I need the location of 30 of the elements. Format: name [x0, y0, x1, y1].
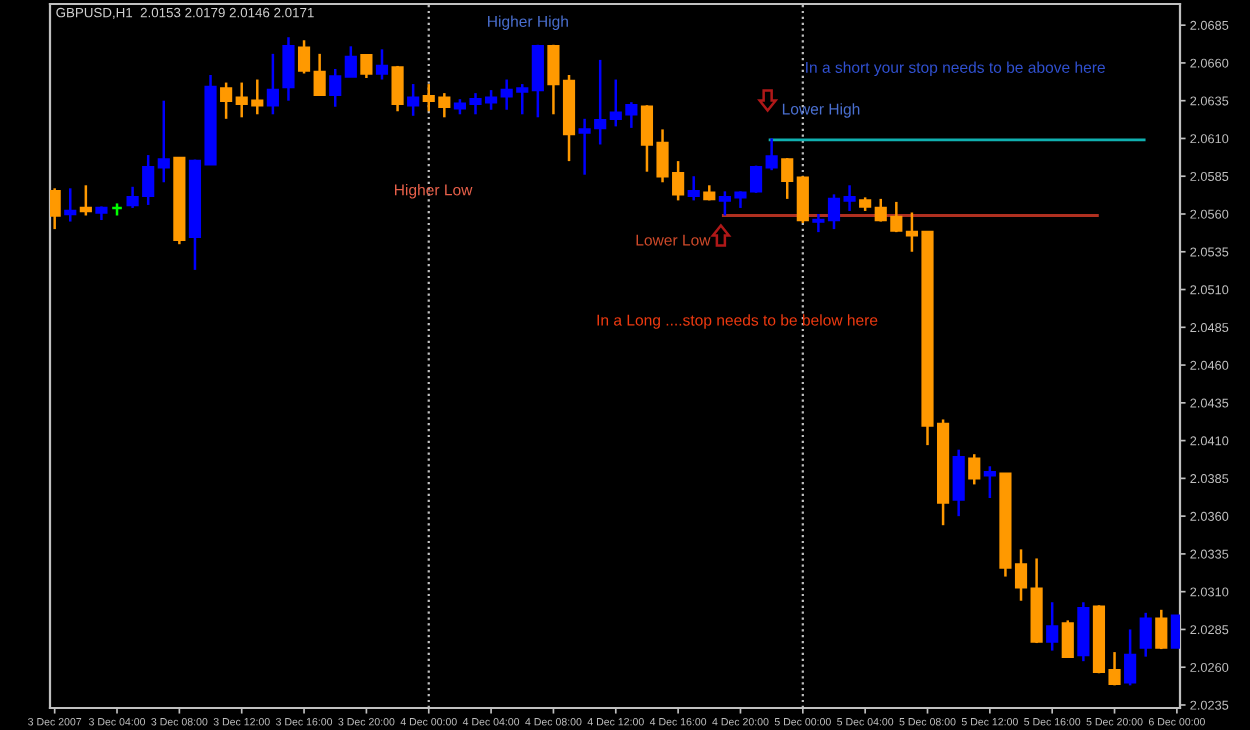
- candlestick: [687, 174, 700, 202]
- candlestick: [1124, 628, 1137, 687]
- candlestick: [220, 81, 233, 121]
- candlestick: [968, 452, 981, 486]
- candlestick: [391, 64, 404, 113]
- candlestick: [531, 43, 544, 119]
- candlestick: [360, 54, 373, 80]
- candlestick: [329, 67, 342, 108]
- candlestick: [375, 48, 389, 81]
- candlestick: [1155, 608, 1168, 651]
- candlestick: [1077, 601, 1090, 663]
- candlestick: [765, 137, 778, 172]
- candlestick: [952, 448, 965, 518]
- candlestick: [796, 174, 809, 225]
- candlestick: [282, 35, 295, 102]
- candlestick: [79, 184, 92, 217]
- candlestick: [297, 39, 311, 75]
- candlestick: [313, 52, 326, 96]
- candlestick: [983, 465, 996, 500]
- candlestick: [1046, 601, 1059, 652]
- candlestick: [781, 156, 794, 201]
- candlestick: [64, 187, 77, 223]
- candlestick: [1139, 611, 1152, 658]
- candlestick: [407, 82, 420, 118]
- candlestick: [157, 99, 170, 184]
- candlestick: [344, 45, 357, 78]
- candlestick: [1061, 619, 1074, 658]
- candlestick: [812, 212, 825, 234]
- candlestick: [266, 52, 279, 116]
- candlestick: [50, 187, 61, 231]
